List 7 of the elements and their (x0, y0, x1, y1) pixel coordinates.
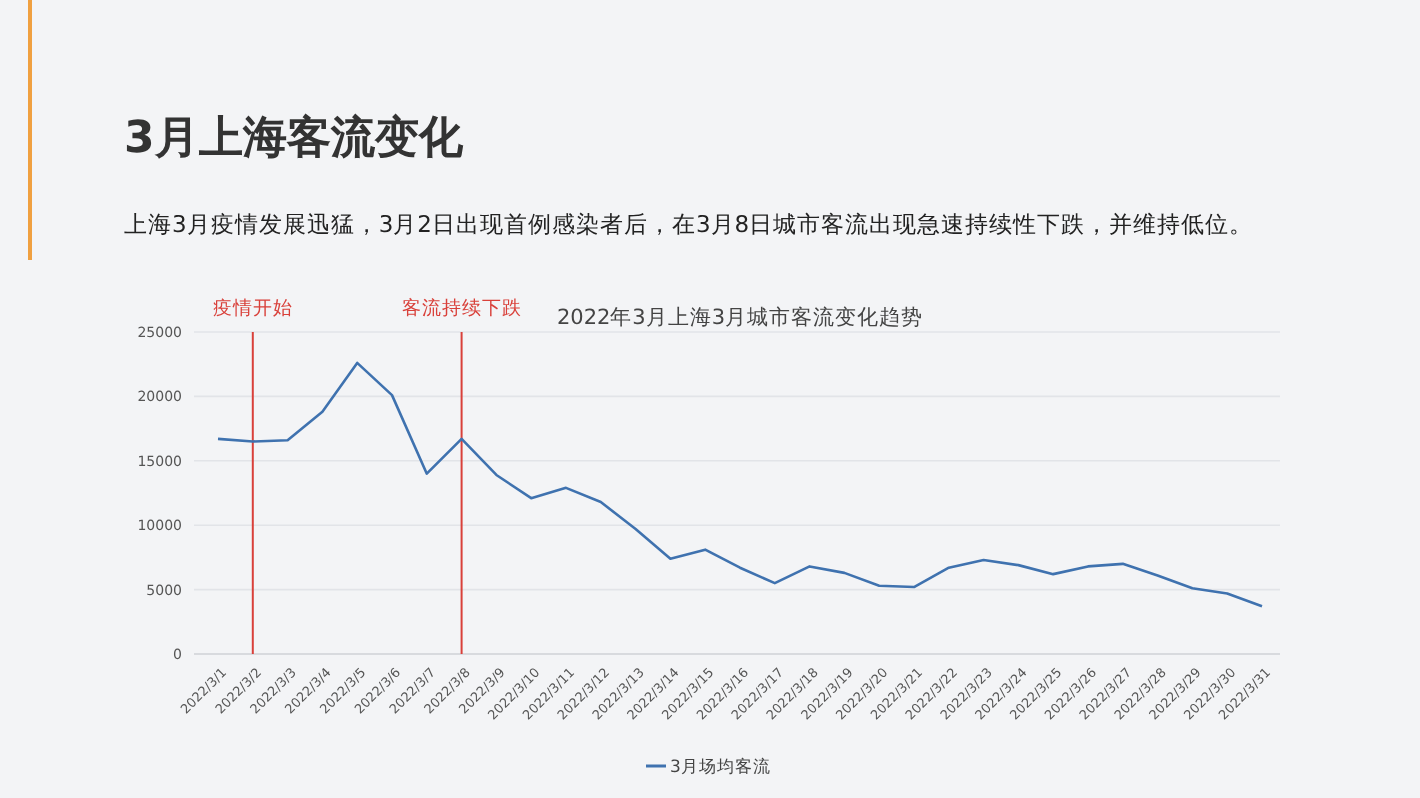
chart-title: 3月上海客流变化 (124, 112, 465, 164)
ref-line-label: 疫情开始 (212, 296, 293, 320)
ref-line-label: 客流持续下跌 (401, 296, 522, 320)
text: 2022年3月上海3月城市客流变化趋势 (556, 304, 924, 330)
line-series (216, 361, 1264, 608)
legend-label: 3月场均客流 (670, 755, 771, 778)
chart-subtitle: 上海3月疫情发展迅猛，3月2日出现首例感染者后，在3月8日城市客流出现急速持续性下跌，并维持低位。 (124, 210, 1254, 238)
